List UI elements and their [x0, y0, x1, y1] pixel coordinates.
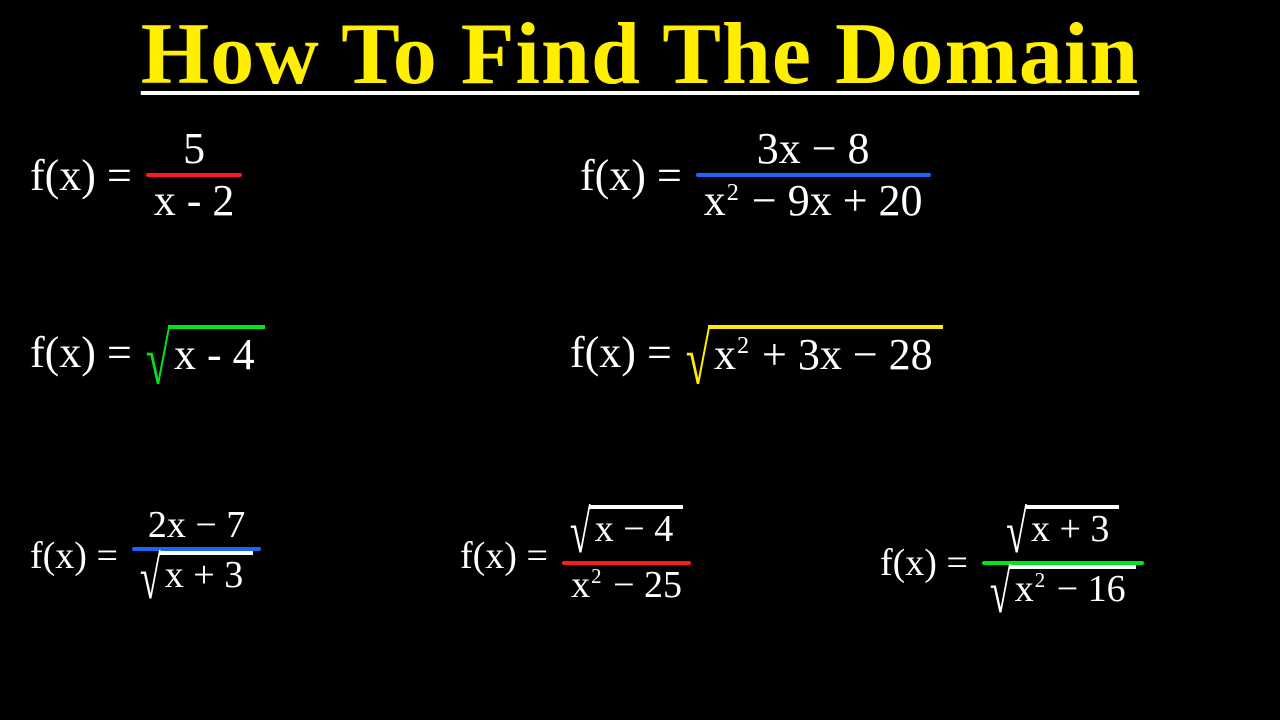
fraction: 3x − 8 x2 − 9x + 20 — [696, 125, 931, 226]
equation-lhs: f(x) = — [30, 327, 132, 378]
equation-6: f(x) = √ x − 4 x2 − 25 — [460, 505, 691, 607]
radicand: x2 − 16 — [1009, 565, 1136, 611]
fraction: 2x − 7 √ x + 3 — [132, 505, 261, 607]
page-title: How To Find The Domain — [0, 0, 1280, 105]
radical-icon: √ — [146, 340, 170, 382]
fraction: 5 x - 2 — [146, 125, 243, 226]
equation-3: f(x) = √ x - 4 — [30, 325, 265, 380]
square-root: √ x + 3 — [1006, 505, 1119, 551]
radical-icon: √ — [990, 575, 1011, 611]
equation-5: f(x) = 2x − 7 √ x + 3 — [30, 505, 261, 607]
radicand: x − 4 — [589, 505, 683, 551]
radicand: x2 + 3x − 28 — [708, 325, 943, 380]
equation-1: f(x) = 5 x - 2 — [30, 125, 242, 226]
denominator: √ x + 3 — [132, 551, 261, 607]
square-root: √ x + 3 — [140, 551, 253, 597]
equation-lhs: f(x) = — [30, 534, 118, 578]
equation-lhs: f(x) = — [570, 327, 672, 378]
square-root: √ x − 4 — [570, 505, 683, 551]
square-root: √ x - 4 — [146, 325, 265, 380]
equation-2: f(x) = 3x − 8 x2 − 9x + 20 — [580, 125, 931, 226]
equation-lhs: f(x) = — [460, 534, 548, 578]
radicand: x + 3 — [1025, 505, 1119, 551]
numerator: 3x − 8 — [749, 125, 878, 173]
denominator: √ x2 − 16 — [982, 565, 1144, 621]
equation-board: f(x) = 5 x - 2 f(x) = 3x − 8 x2 − 9x + 2… — [0, 105, 1280, 705]
radical-icon: √ — [686, 340, 710, 382]
radical-icon: √ — [140, 561, 161, 597]
equation-lhs: f(x) = — [30, 150, 132, 201]
square-root: √ x2 + 3x − 28 — [686, 325, 943, 380]
denominator: x2 − 9x + 20 — [696, 177, 931, 225]
numerator: 2x − 7 — [140, 505, 253, 547]
radicand: x + 3 — [159, 551, 253, 597]
fraction: √ x + 3 √ x2 − 16 — [982, 505, 1144, 621]
numerator: 5 — [175, 125, 213, 173]
numerator: √ x − 4 — [562, 505, 691, 561]
equation-lhs: f(x) = — [580, 150, 682, 201]
square-root: √ x2 − 16 — [990, 565, 1136, 611]
denominator: x2 − 25 — [563, 565, 690, 607]
denominator: x - 2 — [146, 177, 243, 225]
numerator: √ x + 3 — [998, 505, 1127, 561]
radical-icon: √ — [1006, 515, 1027, 551]
equation-lhs: f(x) = — [880, 541, 968, 585]
equation-4: f(x) = √ x2 + 3x − 28 — [570, 325, 943, 380]
radicand: x - 4 — [168, 325, 265, 380]
equation-7: f(x) = √ x + 3 √ x2 − 16 — [880, 505, 1144, 621]
fraction: √ x − 4 x2 − 25 — [562, 505, 691, 607]
radical-icon: √ — [570, 515, 591, 551]
